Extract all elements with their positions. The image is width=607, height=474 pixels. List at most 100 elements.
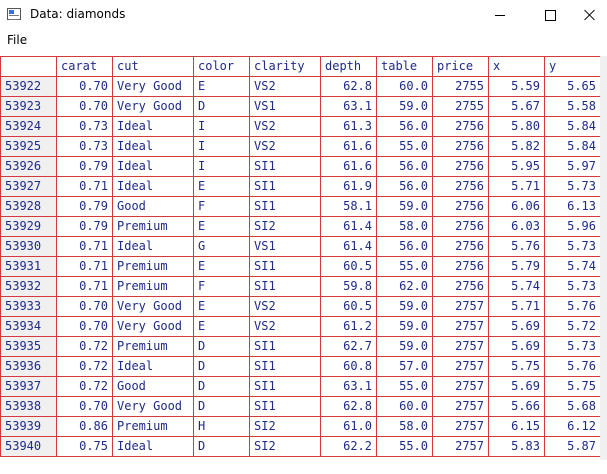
table-cell-cut[interactable]: Premium	[112, 216, 194, 237]
table-cell-price[interactable]: 2756	[432, 136, 489, 157]
table-cell-carat[interactable]: 0.72	[56, 356, 113, 377]
table-cell-table[interactable]: 59.0	[376, 336, 433, 357]
table-cell-clarity[interactable]: VS2	[249, 76, 321, 97]
table-cell-depth[interactable]: 63.1	[320, 96, 377, 117]
table-cell-depth[interactable]: 61.6	[320, 136, 377, 157]
table-cell-carat[interactable]: 0.70	[56, 296, 113, 317]
table-cell-x[interactable]: 5.69	[488, 336, 545, 357]
table-cell-table[interactable]: 56.0	[376, 116, 433, 137]
table-cell-cut[interactable]: Premium	[112, 416, 194, 437]
table-cell-cut[interactable]: Ideal	[112, 436, 194, 457]
table-cell-table[interactable]: 60.0	[376, 76, 433, 97]
table-cell-clarity[interactable]: VS2	[249, 136, 321, 157]
table-cell-cut[interactable]: Ideal	[112, 236, 194, 257]
row-number[interactable]: 53938	[0, 396, 57, 417]
table-cell-x[interactable]: 5.66	[488, 396, 545, 417]
table-cell-x[interactable]: 5.67	[488, 96, 545, 117]
row-number[interactable]: 53925	[0, 136, 57, 157]
table-cell-cut[interactable]: Ideal	[112, 136, 194, 157]
table-cell-price[interactable]: 2757	[432, 336, 489, 357]
table-cell-color[interactable]: G	[193, 236, 250, 257]
table-cell-cut[interactable]: Premium	[112, 336, 194, 357]
table-cell-cut[interactable]: Good	[112, 196, 194, 217]
table-cell-color[interactable]: D	[193, 96, 250, 117]
column-header-table[interactable]: table	[376, 56, 433, 77]
horizontal-scrollbar[interactable]	[0, 460, 600, 474]
table-cell-depth[interactable]: 63.1	[320, 376, 377, 397]
table-cell-table[interactable]: 55.0	[376, 256, 433, 277]
row-number[interactable]: 53927	[0, 176, 57, 197]
table-cell-y[interactable]: 5.84	[544, 136, 601, 157]
table-cell-carat[interactable]: 0.71	[56, 236, 113, 257]
table-cell-depth[interactable]: 60.5	[320, 296, 377, 317]
table-cell-price[interactable]: 2755	[432, 96, 489, 117]
row-number[interactable]: 53932	[0, 276, 57, 297]
table-cell-price[interactable]: 2757	[432, 436, 489, 457]
table-cell-cut[interactable]: Very Good	[112, 316, 194, 337]
table-cell-color[interactable]: D	[193, 436, 250, 457]
table-cell-clarity[interactable]: VS1	[249, 236, 321, 257]
table-cell-y[interactable]: 5.76	[544, 296, 601, 317]
row-number[interactable]: 53922	[0, 76, 57, 97]
table-cell-carat[interactable]: 0.86	[56, 416, 113, 437]
table-cell-clarity[interactable]: SI1	[249, 276, 321, 297]
table-cell-x[interactable]: 6.03	[488, 216, 545, 237]
table-cell-x[interactable]: 5.82	[488, 136, 545, 157]
table-cell-color[interactable]: E	[193, 176, 250, 197]
table-cell-depth[interactable]: 60.8	[320, 356, 377, 377]
table-cell-color[interactable]: E	[193, 256, 250, 277]
row-number[interactable]: 53937	[0, 376, 57, 397]
table-cell-color[interactable]: D	[193, 376, 250, 397]
table-cell-cut[interactable]: Very Good	[112, 296, 194, 317]
table-cell-color[interactable]: E	[193, 216, 250, 237]
table-cell-carat[interactable]: 0.72	[56, 336, 113, 357]
row-number[interactable]: 53926	[0, 156, 57, 177]
table-cell-y[interactable]: 5.72	[544, 316, 601, 337]
table-cell-y[interactable]: 5.87	[544, 436, 601, 457]
table-cell-clarity[interactable]: SI1	[249, 196, 321, 217]
row-number[interactable]: 53931	[0, 256, 57, 277]
table-cell-table[interactable]: 58.0	[376, 416, 433, 437]
table-cell-price[interactable]: 2756	[432, 156, 489, 177]
table-cell-depth[interactable]: 62.7	[320, 336, 377, 357]
table-cell-x[interactable]: 5.83	[488, 436, 545, 457]
table-cell-depth[interactable]: 61.3	[320, 116, 377, 137]
table-cell-carat[interactable]: 0.70	[56, 76, 113, 97]
column-header-x[interactable]: x	[488, 56, 545, 77]
menu-file[interactable]: File	[7, 33, 28, 47]
row-number[interactable]: 53940	[0, 436, 57, 457]
table-cell-y[interactable]: 5.73	[544, 236, 601, 257]
row-number[interactable]: 53933	[0, 296, 57, 317]
table-cell-depth[interactable]: 58.1	[320, 196, 377, 217]
table-cell-table[interactable]: 55.0	[376, 136, 433, 157]
table-cell-x[interactable]: 5.80	[488, 116, 545, 137]
table-cell-y[interactable]: 5.58	[544, 96, 601, 117]
table-cell-color[interactable]: E	[193, 296, 250, 317]
table-cell-clarity[interactable]: SI1	[249, 376, 321, 397]
vertical-scrollbar[interactable]	[600, 56, 607, 460]
table-cell-depth[interactable]: 59.8	[320, 276, 377, 297]
column-header-cut[interactable]: cut	[112, 56, 194, 77]
table-cell-x[interactable]: 5.71	[488, 296, 545, 317]
table-cell-x[interactable]: 5.71	[488, 176, 545, 197]
table-cell-color[interactable]: I	[193, 136, 250, 157]
table-cell-y[interactable]: 5.73	[544, 176, 601, 197]
column-header-depth[interactable]: depth	[320, 56, 377, 77]
table-cell-table[interactable]: 57.0	[376, 356, 433, 377]
table-cell-price[interactable]: 2757	[432, 416, 489, 437]
table-cell-x[interactable]: 5.75	[488, 356, 545, 377]
table-cell-cut[interactable]: Ideal	[112, 356, 194, 377]
table-cell-color[interactable]: D	[193, 356, 250, 377]
table-cell-clarity[interactable]: VS2	[249, 316, 321, 337]
table-cell-y[interactable]: 5.76	[544, 356, 601, 377]
table-cell-carat[interactable]: 0.79	[56, 156, 113, 177]
table-cell-depth[interactable]: 62.8	[320, 396, 377, 417]
table-cell-depth[interactable]: 61.6	[320, 156, 377, 177]
table-cell-depth[interactable]: 61.0	[320, 416, 377, 437]
table-cell-cut[interactable]: Very Good	[112, 96, 194, 117]
table-cell-carat[interactable]: 0.70	[56, 96, 113, 117]
table-cell-color[interactable]: F	[193, 196, 250, 217]
row-number[interactable]: 53929	[0, 216, 57, 237]
column-header-price[interactable]: price	[432, 56, 489, 77]
table-cell-x[interactable]: 5.79	[488, 256, 545, 277]
